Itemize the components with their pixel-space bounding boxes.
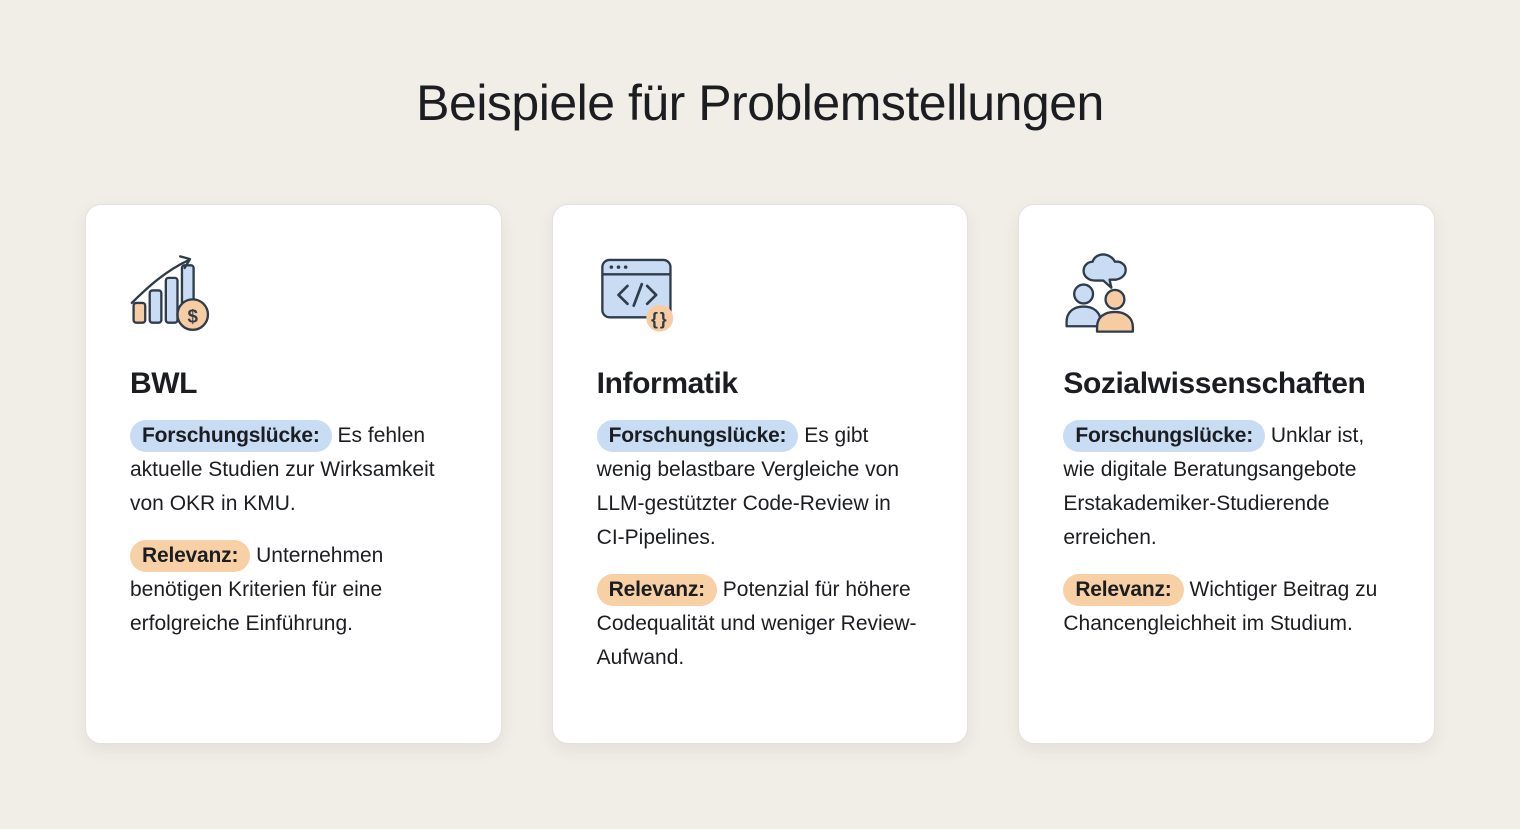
relevance-text: Unternehmen benötigen Kriterien für eine… [130, 544, 384, 635]
research-gap-badge: Forschungslücke: [130, 420, 332, 452]
research-gap-badge: Forschungslücke: [1063, 420, 1266, 452]
relevance-badge: Relevanz: [1063, 574, 1184, 606]
research-gap-paragraph: Forschungslücke: Unklar ist, wie digital… [1063, 419, 1384, 555]
cards-row: $ BWL Forschungslücke: Es fehlen aktuell… [0, 204, 1520, 744]
research-gap-paragraph: Forschungslücke: Es fehlen aktuelle Stud… [130, 419, 451, 521]
people-conversation-icon [1063, 251, 1384, 337]
research-gap-badge: Forschungslücke: [596, 420, 799, 452]
card-title: Sozialwissenschaften [1063, 367, 1366, 400]
card-bwl: $ BWL Forschungslücke: Es fehlen aktuell… [85, 204, 502, 744]
page-title: Beispiele für Problemstellungen [416, 75, 1104, 131]
relevance-badge: Relevanz: [596, 574, 717, 606]
relevance-paragraph: Relevanz: Wichtiger Beitrag zu Chancengl… [1063, 573, 1384, 641]
research-gap-paragraph: Forschungslücke: Es gibt wenig belastbar… [596, 419, 918, 555]
relevance-paragraph: Relevanz: Potenzial für höhere Codequali… [596, 573, 918, 675]
relevance-text: Potenzial für höhere Codequalität und we… [596, 578, 917, 669]
research-gap-text: Unklar ist, wie digitale Beratungsangebo… [1063, 424, 1365, 549]
card-title: Informatik [596, 367, 738, 400]
svg-text:{}: {} [651, 309, 669, 329]
research-gap-text: Es fehlen aktuelle Studien zur Wirksamke… [130, 424, 435, 515]
code-window-icon: {} [597, 251, 918, 337]
bar-chart-dollar-icon: $ [130, 251, 451, 337]
research-gap-text: Es gibt wenig belastbare Vergleiche von … [596, 424, 900, 549]
card-sozialwissenschaften: Sozialwissenschaften Forschungslücke: Un… [1018, 204, 1436, 744]
relevance-text: Wichtiger Beitrag zu Chancengleichheit i… [1063, 578, 1378, 635]
card-title: BWL [130, 367, 198, 400]
relevance-paragraph: Relevanz: Unternehmen benötigen Kriterie… [130, 539, 451, 641]
svg-text:$: $ [187, 305, 198, 326]
relevance-badge: Relevanz: [130, 540, 251, 572]
card-informatik: {} Informatik Forschungslücke: Es gibt w… [551, 204, 969, 744]
